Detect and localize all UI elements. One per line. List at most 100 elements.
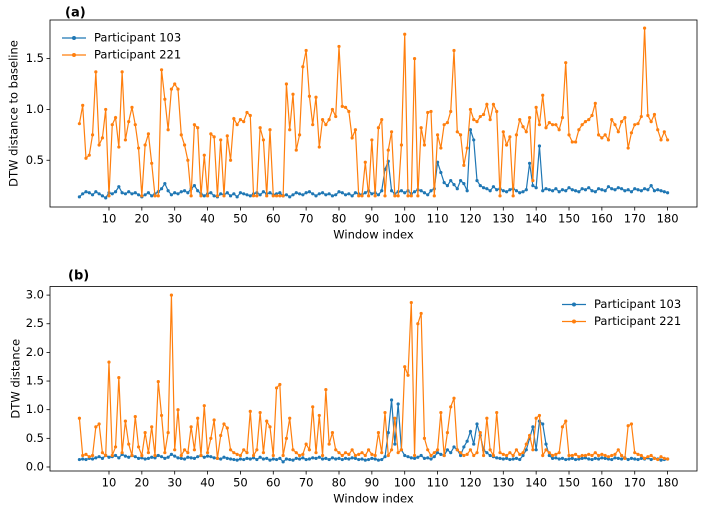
series-marker bbox=[242, 192, 246, 196]
series-marker bbox=[107, 455, 111, 459]
series-marker bbox=[314, 456, 318, 460]
series-marker bbox=[143, 457, 147, 461]
series-marker bbox=[146, 456, 151, 460]
series-marker bbox=[81, 457, 85, 461]
series-marker bbox=[554, 456, 558, 460]
series-marker bbox=[577, 455, 581, 459]
series-marker bbox=[130, 453, 134, 458]
series-marker bbox=[127, 442, 131, 446]
x-tick-label: 30 bbox=[167, 212, 182, 226]
series-marker bbox=[219, 138, 223, 142]
series-marker bbox=[646, 113, 650, 118]
series-marker bbox=[150, 194, 154, 198]
series-marker bbox=[656, 457, 660, 462]
series-marker bbox=[642, 187, 647, 191]
series-marker bbox=[370, 456, 374, 460]
series-marker bbox=[399, 448, 404, 452]
series-marker bbox=[665, 457, 670, 461]
series-marker bbox=[182, 143, 187, 147]
series-marker bbox=[534, 105, 538, 110]
series-marker bbox=[646, 188, 650, 192]
series-marker bbox=[84, 156, 88, 160]
x-tick-label: 60 bbox=[266, 476, 281, 490]
series-marker bbox=[304, 457, 308, 462]
series-marker bbox=[87, 153, 91, 157]
subplot: (a) 10 20 30 40 50 60 70 80 90 100 110 120 130 140 150 1… bbox=[7, 6, 698, 242]
series-marker bbox=[136, 445, 141, 449]
series-marker bbox=[389, 130, 394, 134]
series-marker bbox=[610, 453, 614, 458]
x-tick-label: 40 bbox=[200, 212, 215, 226]
series-marker bbox=[94, 70, 98, 74]
series-marker bbox=[521, 125, 525, 129]
series-marker bbox=[261, 457, 266, 461]
series-marker bbox=[294, 148, 298, 152]
series-marker bbox=[192, 123, 197, 127]
series-marker bbox=[619, 120, 624, 124]
series-marker bbox=[633, 123, 637, 127]
series-marker bbox=[409, 194, 413, 198]
series-marker bbox=[419, 453, 423, 458]
series-marker bbox=[485, 102, 489, 106]
legend-marker bbox=[572, 319, 576, 324]
series-marker bbox=[297, 192, 302, 196]
series-marker bbox=[143, 431, 147, 435]
series-marker bbox=[87, 455, 91, 459]
series-marker bbox=[380, 451, 384, 455]
series-marker bbox=[337, 451, 341, 455]
series-marker bbox=[123, 454, 128, 458]
series-marker bbox=[120, 70, 124, 74]
series-marker bbox=[304, 442, 308, 446]
series-marker bbox=[619, 187, 624, 191]
series-marker bbox=[350, 136, 354, 140]
series-marker bbox=[524, 442, 528, 446]
series-marker bbox=[518, 457, 522, 462]
series-marker bbox=[521, 453, 525, 458]
series-marker bbox=[412, 453, 417, 458]
series-marker bbox=[278, 382, 282, 387]
series-marker bbox=[406, 194, 410, 198]
series-marker bbox=[143, 143, 147, 147]
series-marker bbox=[186, 451, 190, 455]
series-marker bbox=[284, 436, 289, 440]
series-marker bbox=[570, 188, 574, 192]
series-marker bbox=[534, 416, 538, 420]
x-tick-label: 170 bbox=[624, 476, 646, 490]
series-marker bbox=[113, 445, 118, 449]
series-marker bbox=[215, 456, 220, 460]
series-marker bbox=[219, 457, 223, 461]
y-tick-label: 1.5 bbox=[26, 51, 44, 65]
series-marker bbox=[554, 452, 558, 456]
series-marker bbox=[511, 194, 515, 198]
series-marker bbox=[202, 153, 206, 157]
series-marker bbox=[537, 123, 542, 127]
series-marker bbox=[265, 194, 269, 198]
series-marker bbox=[488, 117, 492, 122]
series-marker bbox=[426, 110, 430, 115]
series-marker bbox=[426, 456, 430, 460]
series-marker bbox=[613, 188, 617, 192]
series-marker bbox=[419, 311, 423, 316]
series-marker bbox=[600, 456, 604, 460]
series-marker bbox=[488, 189, 492, 193]
series-marker bbox=[636, 452, 640, 456]
series-marker bbox=[439, 170, 443, 175]
series-marker bbox=[623, 115, 627, 120]
series-marker bbox=[337, 44, 341, 49]
series-marker bbox=[288, 128, 292, 132]
series-marker bbox=[393, 442, 397, 446]
series-marker bbox=[347, 457, 351, 461]
series-marker bbox=[662, 456, 666, 460]
series-marker bbox=[610, 457, 614, 462]
series-marker bbox=[665, 191, 670, 195]
series-marker bbox=[353, 456, 358, 460]
series-marker bbox=[478, 431, 482, 435]
series-marker bbox=[156, 194, 160, 198]
series-marker bbox=[94, 190, 98, 194]
panel-title: (b) bbox=[68, 269, 89, 284]
x-axis-label: Window index bbox=[333, 228, 414, 242]
series-marker bbox=[626, 457, 630, 462]
series-marker bbox=[449, 109, 453, 114]
series-marker bbox=[491, 185, 496, 189]
series-marker bbox=[77, 416, 82, 420]
